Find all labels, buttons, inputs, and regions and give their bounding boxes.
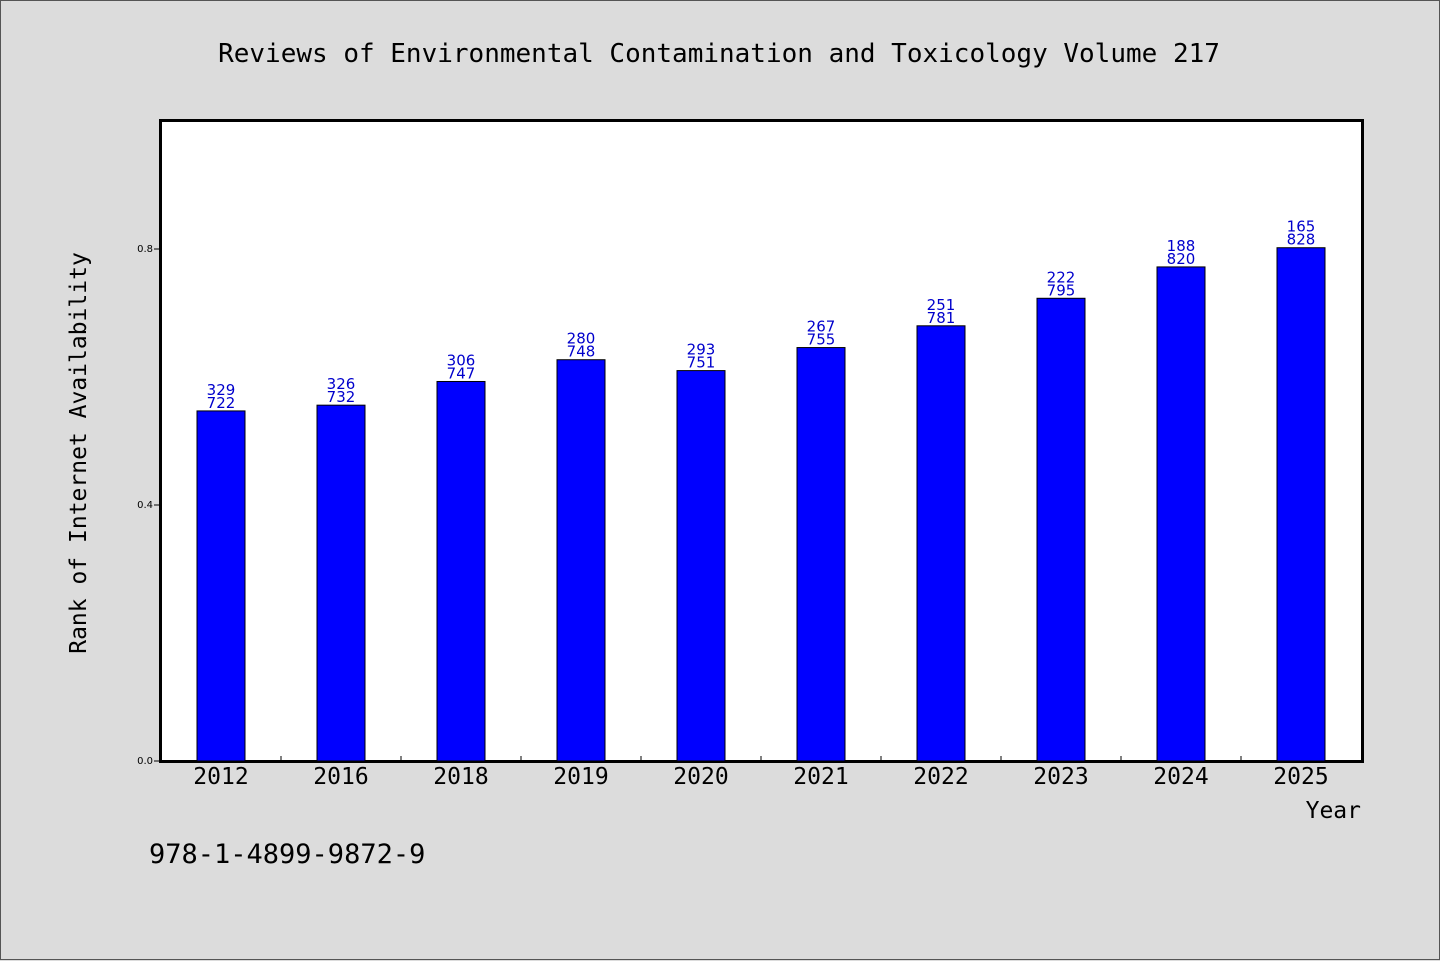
bar [316, 404, 366, 762]
bar-label-bottom: 781 [927, 309, 956, 327]
x-tick-label: 2012 [193, 764, 248, 790]
bar [916, 325, 966, 762]
bar-label-top: 188 [1167, 237, 1196, 255]
x-tick-label: 2023 [1033, 764, 1088, 790]
y-tick-label: 0.4 [137, 500, 153, 511]
x-tick-label: 2019 [553, 764, 608, 790]
bar [556, 359, 606, 762]
bar [796, 347, 846, 762]
x-tick-label: 2025 [1273, 764, 1328, 790]
bar-label-bottom: 828 [1287, 231, 1316, 249]
bar-label-bottom: 748 [567, 343, 596, 361]
bar-label-bottom: 747 [447, 364, 476, 382]
bar-label-top: 280 [567, 330, 596, 348]
bar-label-top: 293 [687, 341, 716, 359]
y-tick-label: 0.0 [137, 756, 153, 767]
bar [436, 380, 486, 762]
bar-label-top: 326 [327, 375, 356, 393]
bar-label-bottom: 722 [207, 394, 236, 412]
bar-label-bottom: 820 [1167, 250, 1196, 268]
x-tick-label: 2024 [1153, 764, 1208, 790]
chart-title: Reviews of Environmental Contamination a… [218, 39, 1220, 69]
bar [1156, 266, 1206, 762]
x-tick-label: 2021 [793, 764, 848, 790]
bar [1276, 247, 1326, 762]
x-tick-label: 2018 [433, 764, 488, 790]
bar-label-top: 251 [927, 296, 956, 314]
bar-label-top: 222 [1047, 268, 1076, 286]
y-tick-label: 0.8 [137, 244, 153, 255]
bar [676, 370, 726, 762]
bar-label-bottom: 755 [807, 331, 836, 349]
bar-label-top: 165 [1287, 218, 1316, 236]
isbn-text: 978-1-4899-9872-9 [149, 839, 425, 870]
bar-label-top: 267 [807, 318, 836, 336]
bar-label-top: 329 [207, 381, 236, 399]
x-axis-label: Year [1306, 798, 1361, 824]
bar [1036, 297, 1086, 762]
x-tick-label: 2016 [313, 764, 368, 790]
bar-label-bottom: 732 [327, 388, 356, 406]
x-tick-label: 2022 [913, 764, 968, 790]
bar-label-bottom: 751 [687, 354, 716, 372]
bar-label-bottom: 795 [1047, 281, 1076, 299]
y-axis-label: Rank of Internet Availability [66, 252, 92, 654]
bar [196, 410, 246, 762]
x-tick-label: 2020 [673, 764, 728, 790]
bar-label-top: 306 [447, 351, 476, 369]
